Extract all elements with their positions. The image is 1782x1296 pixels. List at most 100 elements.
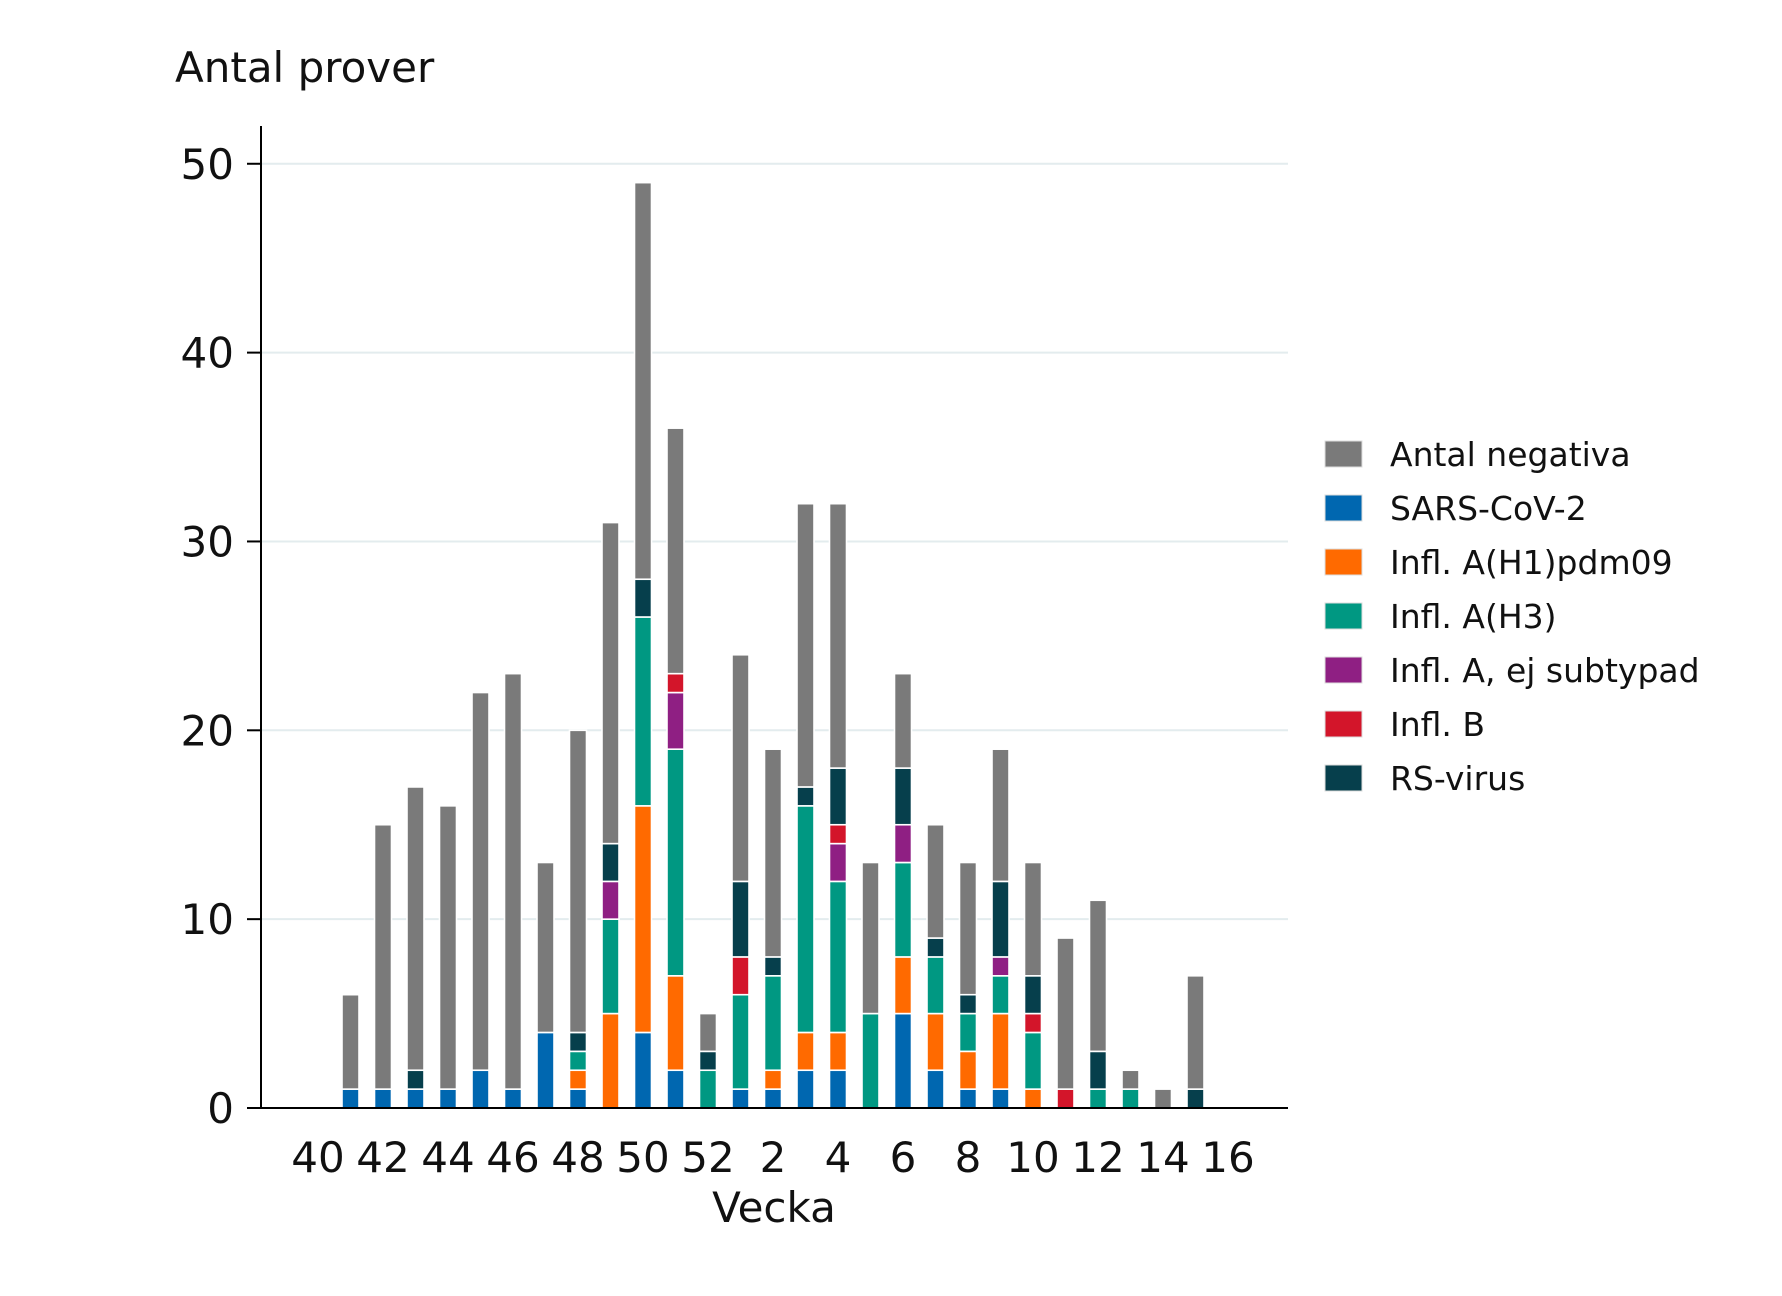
bar-segment <box>893 1012 913 1109</box>
bar-segment <box>406 1069 425 1090</box>
bar-segment <box>796 502 815 788</box>
legend-swatch <box>1324 494 1363 522</box>
bar-segment <box>828 502 848 769</box>
legend-label: Infl. A(H1)pdm09 <box>1390 543 1673 582</box>
legend-label: Infl. A, ej subtypad <box>1390 651 1700 690</box>
bar-segment <box>796 1069 815 1109</box>
x-tick-label: 2 <box>760 1133 787 1182</box>
legend-label: RS-virus <box>1390 759 1525 798</box>
bar-segment <box>763 956 783 977</box>
x-tick-label: 12 <box>1071 1133 1124 1182</box>
bar-segment <box>763 975 783 1072</box>
bar-segment <box>893 956 913 1015</box>
legend-label: Infl. A(H3) <box>1390 597 1557 636</box>
bars <box>341 181 1205 1109</box>
x-tick-label: 52 <box>681 1133 734 1182</box>
bar-segment <box>601 842 620 883</box>
x-tick-label: 16 <box>1201 1133 1254 1182</box>
bar-segment <box>1186 975 1205 1090</box>
bar-segment <box>861 861 880 1015</box>
bar-segment <box>1023 1088 1043 1109</box>
bar-segment <box>926 956 945 1015</box>
bar-segment <box>991 1012 1010 1090</box>
x-tick-label: 44 <box>421 1133 474 1182</box>
bar-segment <box>796 1031 815 1072</box>
bar-segment <box>926 823 945 939</box>
legend-label: Antal negativa <box>1390 435 1631 474</box>
bar-segment <box>666 1069 685 1109</box>
bar-segment <box>991 748 1010 883</box>
bar-segment <box>731 880 750 958</box>
x-axis-title: Vecka <box>712 1183 836 1232</box>
bar-segment <box>958 1050 978 1090</box>
bar-segment <box>763 748 783 958</box>
legend-label: SARS-CoV-2 <box>1390 489 1587 528</box>
bar-segment <box>731 653 750 883</box>
bar-segment <box>666 427 685 675</box>
bar-segment <box>991 975 1010 1015</box>
bar-segment <box>601 880 620 920</box>
bar-segment <box>958 1012 978 1053</box>
bar-segment <box>633 1031 653 1109</box>
bar-segment <box>991 880 1010 958</box>
bar-segment <box>958 861 978 996</box>
bar-segment <box>763 1069 783 1090</box>
bar-segment <box>633 805 653 1034</box>
bar-segment <box>731 1088 750 1109</box>
y-tick-label: 20 <box>181 706 234 755</box>
bar-segment <box>666 975 685 1072</box>
bar-segment <box>1056 937 1075 1090</box>
y-tick-label: 40 <box>181 329 234 378</box>
x-tick-label: 40 <box>291 1133 344 1182</box>
y-axis-title: Antal prover <box>175 43 435 92</box>
gridlines <box>261 162 1288 921</box>
x-tick-label: 46 <box>486 1133 539 1182</box>
bar-segment <box>763 1088 783 1109</box>
bar-segment <box>503 1088 523 1109</box>
bar-segment <box>1088 899 1108 1053</box>
bar-segment <box>373 1088 393 1109</box>
bar-segment <box>893 823 913 864</box>
bar-segment <box>406 786 425 1072</box>
x-tick-label: 4 <box>825 1133 852 1182</box>
bar-segment <box>666 691 685 750</box>
bar-segment <box>991 1088 1010 1109</box>
bar-segment <box>666 672 685 694</box>
bar-segment <box>438 1088 458 1109</box>
bar-segment <box>568 1088 588 1109</box>
bar-segment <box>698 1050 718 1072</box>
y-axis-ticks: 0 10 20 30 40 50 <box>181 140 261 1133</box>
bar-segment <box>568 1050 588 1072</box>
bar-segment <box>1153 1088 1173 1109</box>
x-tick-label: 14 <box>1136 1133 1189 1182</box>
y-tick-label: 10 <box>181 895 234 944</box>
legend: Antal negativa SARS-CoV-2 Infl. A(H1)pdm09… <box>1324 435 1700 798</box>
bar-segment <box>601 1012 620 1109</box>
bar-segment <box>536 1031 555 1109</box>
x-tick-label: 50 <box>616 1133 669 1182</box>
bar-segment <box>828 880 848 1034</box>
bar-segment <box>731 956 750 996</box>
bar-segment <box>828 842 848 883</box>
legend-swatch <box>1324 548 1363 576</box>
bar-segment <box>796 786 815 807</box>
bar-segment <box>341 993 360 1090</box>
bar-segment <box>1121 1069 1140 1090</box>
bar-segment <box>1023 1031 1043 1090</box>
legend-swatch <box>1324 602 1363 630</box>
bar-segment <box>406 1088 425 1109</box>
x-tick-label: 48 <box>551 1133 604 1182</box>
bar-segment <box>1023 1012 1043 1034</box>
bar-segment <box>1186 1088 1205 1109</box>
bar-segment <box>861 1012 880 1109</box>
bar-segment <box>1088 1088 1108 1109</box>
bar-segment <box>1023 861 1043 977</box>
bar-segment <box>991 956 1010 977</box>
legend-label: Infl. B <box>1390 705 1485 744</box>
bar-segment <box>568 1069 588 1090</box>
bar-segment <box>828 1031 848 1072</box>
bar-segment <box>666 748 685 977</box>
bar-segment <box>828 823 848 845</box>
bar-segment <box>633 578 653 618</box>
